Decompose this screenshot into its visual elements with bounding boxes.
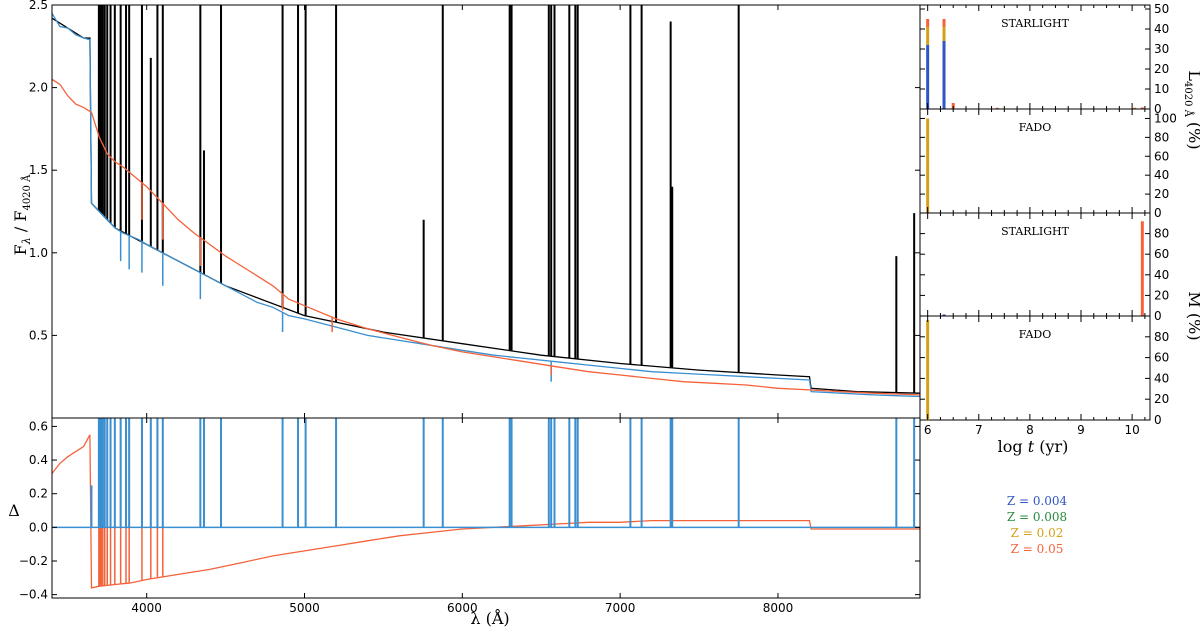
x-tick-label: 5000 bbox=[289, 601, 320, 615]
y-tick-label: 60 bbox=[1154, 351, 1169, 365]
y-tick-label: 40 bbox=[1154, 371, 1169, 385]
spectrum-y-label: Fλ / F4020 Å bbox=[11, 174, 33, 255]
observed-spectrum-line bbox=[52, 5, 920, 394]
y-tick-label: 0.2 bbox=[29, 487, 48, 501]
y-tick-label: 0.6 bbox=[29, 419, 48, 433]
histogram-bar bbox=[1140, 221, 1144, 316]
y-tick-label: 20 bbox=[1154, 288, 1169, 302]
observed-spectrum-line-path bbox=[52, 17, 920, 394]
x-tick-label: 6 bbox=[924, 423, 932, 437]
legend-item: Z = 0.05 bbox=[1011, 542, 1064, 556]
y-tick-label: 1.5 bbox=[29, 163, 48, 177]
fado-mass-hist-frame bbox=[919, 315, 1151, 421]
histogram-bar bbox=[1140, 107, 1144, 109]
mass-fraction-y-label: M (%) bbox=[1185, 291, 1200, 340]
residual-plot-area bbox=[52, 418, 920, 589]
histogram-bar bbox=[926, 19, 930, 27]
y-tick-label: 60 bbox=[1154, 149, 1169, 163]
histogram-bar bbox=[926, 320, 930, 420]
fado-mass-hist-title: FADO bbox=[1019, 328, 1051, 341]
y-tick-label: 40 bbox=[1154, 22, 1169, 36]
y-tick-label: 20 bbox=[1154, 62, 1169, 76]
y-tick-label: 0.4 bbox=[29, 453, 48, 467]
starlight-fit-line bbox=[52, 12, 920, 398]
starlight-light-hist-frame bbox=[919, 4, 1151, 110]
histogram-bar bbox=[995, 107, 999, 109]
log-age-x-label: log t (yr) bbox=[998, 437, 1069, 456]
y-tick-label: 80 bbox=[1154, 130, 1169, 144]
histogram-bar bbox=[942, 19, 946, 27]
y-tick-label: 20 bbox=[1154, 187, 1169, 201]
y-tick-label: 2.5 bbox=[29, 0, 48, 12]
y-tick-label: 0 bbox=[1154, 413, 1162, 427]
y-tick-label: −0.4 bbox=[19, 588, 48, 602]
y-tick-label: 60 bbox=[1154, 247, 1169, 261]
y-tick-label: 0 bbox=[1154, 309, 1162, 323]
histogram-bar bbox=[926, 45, 930, 109]
metallicity-legend: Z = 0.004 Z = 0.008 Z = 0.02 Z = 0.05 bbox=[1007, 494, 1068, 556]
y-tick-label: 10 bbox=[1154, 82, 1169, 96]
y-tick-label: 0 bbox=[1154, 206, 1162, 220]
legend-item: Z = 0.02 bbox=[1011, 526, 1064, 540]
y-tick-label: 40 bbox=[1154, 268, 1169, 282]
x-tick-label: 10 bbox=[1124, 423, 1139, 437]
y-tick-label: 50 bbox=[1154, 2, 1169, 16]
y-tick-label: 30 bbox=[1154, 42, 1169, 56]
x-tick-label: 8000 bbox=[763, 601, 794, 615]
residual-y-label: Δ bbox=[8, 501, 20, 520]
histogram-bar bbox=[942, 27, 946, 41]
y-tick-label: 1.0 bbox=[29, 246, 48, 260]
histogram-bar bbox=[942, 314, 946, 316]
y-tick-label: 80 bbox=[1154, 227, 1169, 241]
fado-mass-hist: FADO 0 20 40 60 80 6 7 8 9 10 bbox=[919, 315, 1169, 437]
y-tick-label: 0 bbox=[1154, 102, 1162, 116]
starlight-mass-hist: STARLIGHT 0 20 40 60 80 bbox=[919, 212, 1169, 323]
y-tick-label: 0.0 bbox=[29, 520, 48, 534]
y-tick-label: −0.2 bbox=[19, 554, 48, 568]
fado-fit-line bbox=[52, 78, 920, 396]
residual-panel: −0.4 −0.2 0.0 0.2 0.4 0.6 4000 5000 6000 7000 8000 bbox=[19, 417, 921, 615]
fado-fit-line-path bbox=[52, 78, 920, 396]
histogram-bar bbox=[1133, 107, 1137, 109]
wavelength-x-label: λ (Å) bbox=[470, 608, 509, 628]
spectrum-plot-area bbox=[52, 5, 920, 398]
histogram-bar bbox=[926, 27, 930, 45]
starlight-light-hist-title: STARLIGHT bbox=[1001, 17, 1070, 30]
legend-item: Z = 0.004 bbox=[1007, 494, 1068, 508]
x-tick-label: 4000 bbox=[131, 601, 162, 615]
histogram-bar bbox=[926, 118, 930, 213]
y-tick-label: 40 bbox=[1154, 168, 1169, 182]
x-tick-label: 8 bbox=[1026, 423, 1034, 437]
x-tick-label: 6000 bbox=[447, 601, 478, 615]
x-tick-label: 7 bbox=[975, 423, 983, 437]
y-tick-label: 0.5 bbox=[29, 328, 48, 342]
light-fraction-y-label: L4020 Å (%) bbox=[1182, 70, 1200, 149]
spectrum-panel: 0.5 1.0 1.5 2.0 2.5 bbox=[29, 0, 921, 419]
x-tick-label: 7000 bbox=[605, 601, 636, 615]
y-tick-label: 2.0 bbox=[29, 81, 48, 95]
starlight-fit-line-path bbox=[52, 12, 920, 398]
starlight-mass-hist-title: STARLIGHT bbox=[1001, 225, 1070, 238]
fado-residual-line bbox=[52, 434, 920, 589]
y-tick-label: 20 bbox=[1154, 392, 1169, 406]
histogram-bar bbox=[942, 41, 946, 109]
fado-light-hist: FADO 0 20 40 60 80 100 bbox=[919, 108, 1177, 220]
y-tick-label: 80 bbox=[1154, 330, 1169, 344]
residual-frame bbox=[51, 417, 921, 599]
age-histogram-panels: STARLIGHT01020304050FADO020406080100STAR… bbox=[919, 2, 1177, 437]
x-tick-label: 9 bbox=[1077, 423, 1085, 437]
legend-item: Z = 0.008 bbox=[1007, 510, 1067, 524]
starlight-light-hist: STARLIGHT 0 10 20 30 40 50 bbox=[919, 2, 1169, 116]
y-tick-label: 100 bbox=[1154, 111, 1177, 125]
fado-light-hist-title: FADO bbox=[1019, 121, 1051, 134]
